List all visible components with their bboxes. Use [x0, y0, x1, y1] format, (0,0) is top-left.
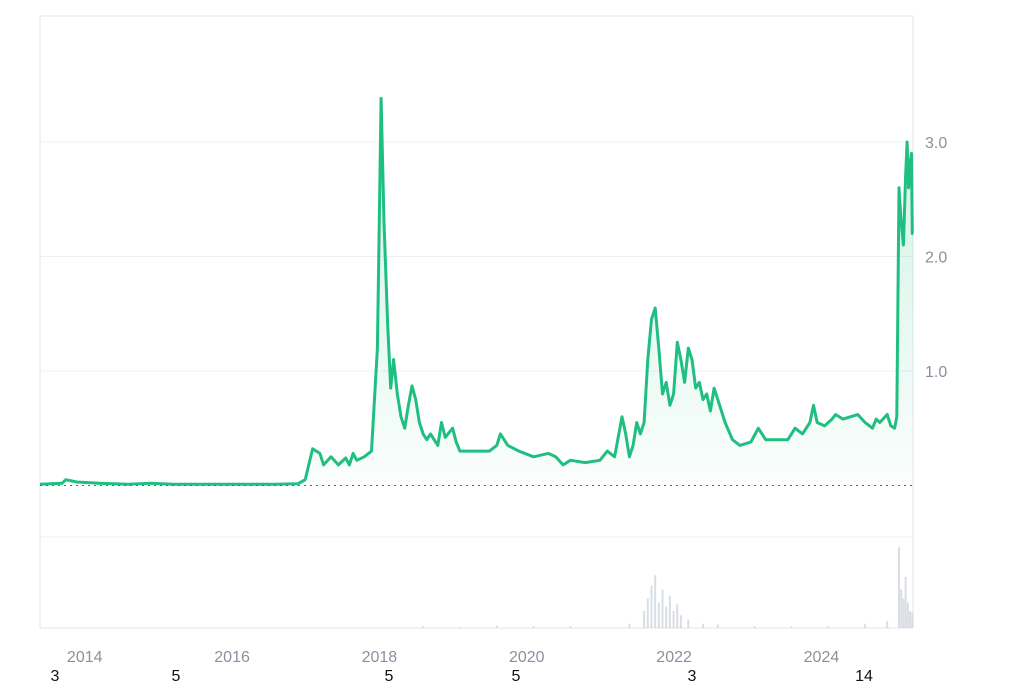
period-badge: 14 — [855, 668, 873, 683]
x-tick-label: 2014 — [67, 649, 103, 666]
volume-bar — [904, 577, 907, 628]
volume-bar — [665, 606, 668, 628]
period-badge: 5 — [172, 668, 181, 683]
price-line — [39, 96, 914, 486]
volume-bar — [458, 627, 461, 628]
y-tick-label: 2.0 — [925, 249, 947, 266]
volume-bar — [790, 626, 793, 628]
volume-bar — [657, 602, 660, 628]
volume-bar — [668, 595, 671, 628]
volume-bar — [909, 611, 912, 628]
volume-bar — [422, 626, 425, 628]
series-line — [39, 96, 914, 486]
volume-bar — [679, 615, 682, 628]
x-tick-label: 2018 — [362, 649, 398, 666]
volume-bar — [753, 626, 756, 628]
y-tick-label: 1.0 — [925, 364, 947, 381]
volume-bar — [702, 623, 705, 628]
volume-bar — [827, 626, 830, 628]
x-tick-label: 2016 — [214, 649, 250, 666]
x-axis-ticks: 2014 2016 2018 2020 2022 2024 — [67, 649, 839, 666]
area-fill — [40, 98, 913, 486]
period-badge: 3 — [688, 668, 697, 683]
period-badges: 3 5 5 5 3 14 — [51, 668, 873, 683]
y-tick-label: 3.0 — [925, 135, 947, 152]
gridlines — [39, 15, 914, 629]
period-badge: 5 — [385, 668, 394, 683]
x-tick-label: 2022 — [656, 649, 692, 666]
volume-bar — [532, 626, 535, 628]
volume-bar — [672, 611, 675, 628]
volume-bar — [906, 602, 909, 628]
volume-bar — [886, 621, 889, 628]
volume-bar — [628, 623, 631, 628]
volume-bar — [661, 589, 664, 628]
volume-bar — [643, 611, 646, 628]
x-tick-label: 2024 — [804, 649, 840, 666]
volume-bar — [495, 625, 498, 628]
period-badge: 5 — [512, 668, 521, 683]
volume-bar — [654, 575, 657, 628]
volume-bar — [898, 547, 901, 628]
period-badge: 3 — [51, 668, 60, 683]
volume-bar — [650, 585, 653, 628]
price-area — [40, 98, 913, 486]
volume-bar — [716, 624, 719, 628]
volume-bar — [864, 623, 867, 628]
volume-bar — [911, 612, 914, 628]
y-axis-ticks: 1.0 2.0 3.0 — [925, 135, 947, 381]
volume-bar — [900, 589, 903, 628]
volume-bar — [687, 619, 690, 628]
x-tick-label: 2020 — [509, 649, 545, 666]
volume-bar — [676, 604, 679, 628]
volume-bar — [646, 598, 649, 628]
plot-frame — [39, 15, 914, 629]
volume-bar — [569, 626, 572, 628]
volume-bars — [422, 547, 914, 628]
volume-bar — [902, 598, 905, 628]
